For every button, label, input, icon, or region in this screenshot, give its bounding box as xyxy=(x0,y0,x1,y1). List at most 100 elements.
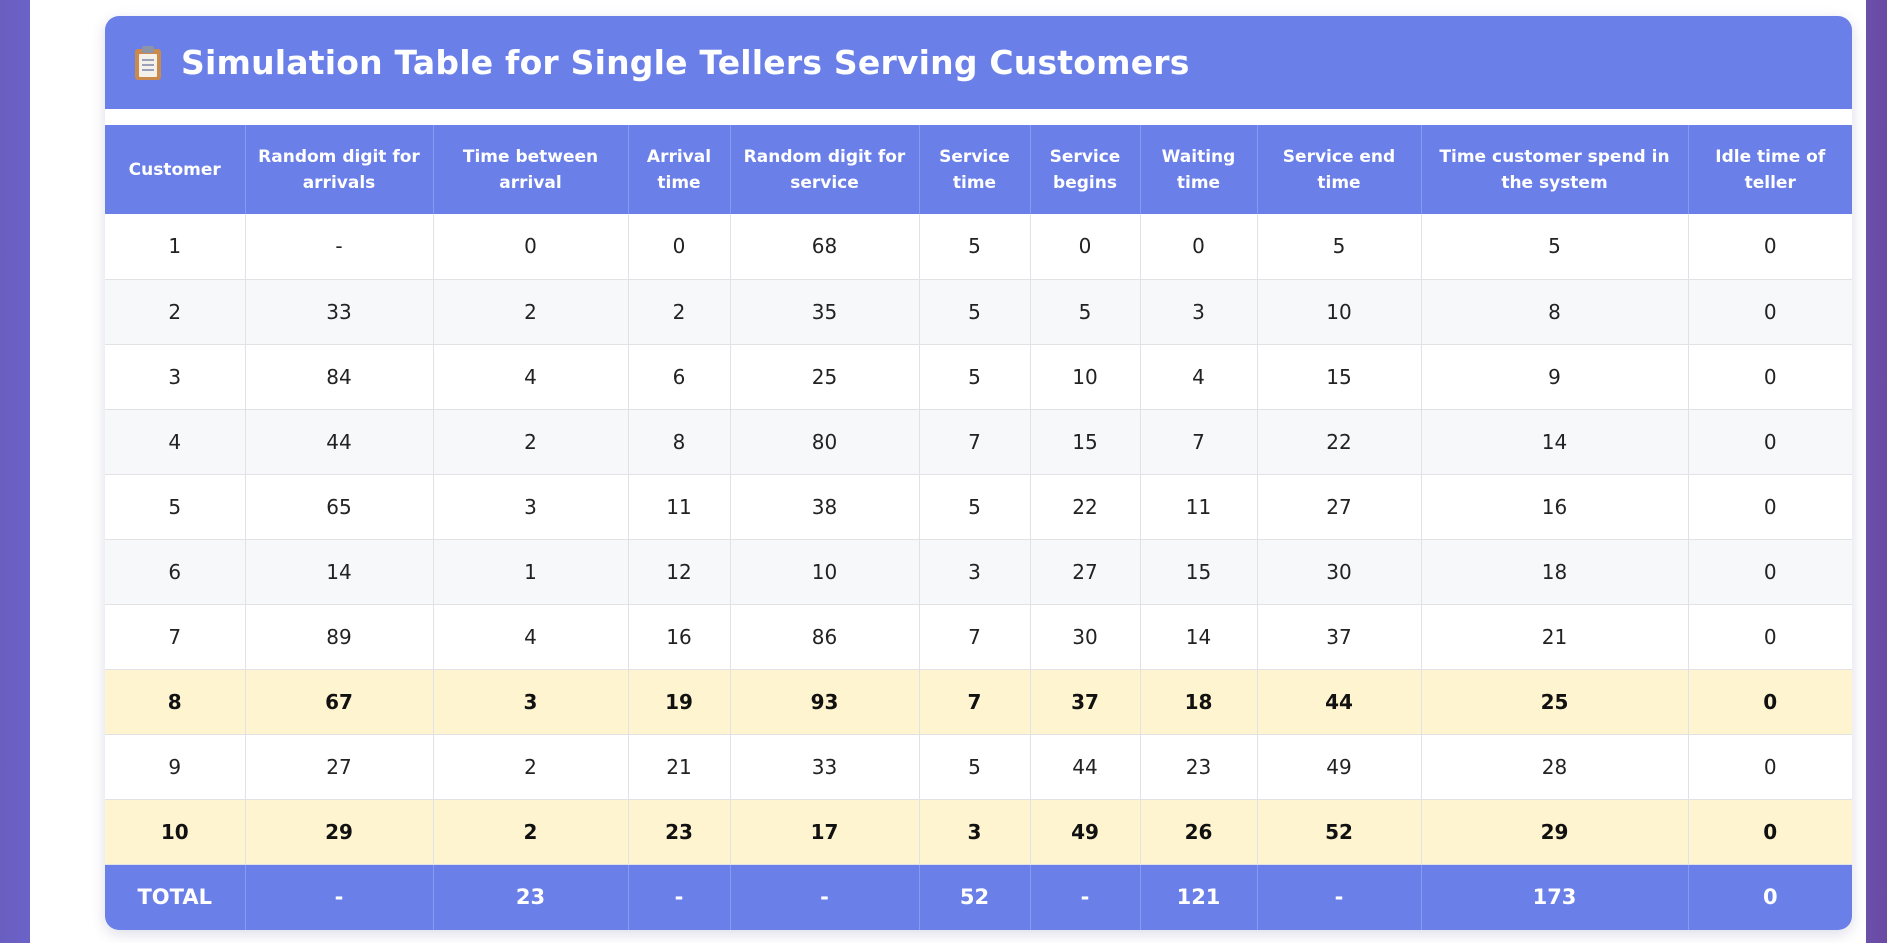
page-title: Simulation Table for Single Tellers Serv… xyxy=(181,43,1190,82)
table-header-row: Customer Random digit for arrivals Time be… xyxy=(105,125,1852,214)
table-cell: 4 xyxy=(432,344,628,410)
table-cell: 0 xyxy=(1687,669,1852,735)
header-divider xyxy=(105,109,1852,125)
table-cell: 0 xyxy=(1687,214,1852,280)
table-cell: 80 xyxy=(729,409,919,475)
table-cell: 35 xyxy=(729,279,919,345)
table-cell: 0 xyxy=(1687,734,1852,800)
table-cell: 6 xyxy=(627,344,730,410)
column-header: Service end time xyxy=(1256,125,1421,214)
table-cell: 26 xyxy=(1139,799,1257,865)
total-cell: 0 xyxy=(1687,864,1852,930)
table-cell: 18 xyxy=(1139,669,1257,735)
table-cell: 25 xyxy=(1420,669,1688,735)
table-cell: 2 xyxy=(432,799,628,865)
table-row: 1-0 0 68 5 0 0 5 5 0 xyxy=(105,214,1852,280)
column-header: Service time xyxy=(918,125,1030,214)
table-cell: 30 xyxy=(1256,539,1421,605)
table-cell: 19 xyxy=(627,669,730,735)
total-cell: 52 xyxy=(918,864,1030,930)
table-cell: 2 xyxy=(627,279,730,345)
table-cell: 18 xyxy=(1420,539,1688,605)
table-cell: 3 xyxy=(432,669,628,735)
table-cell: 21 xyxy=(1420,604,1688,670)
column-header: Random digit for service xyxy=(729,125,919,214)
table-row: 10 29 2 23 17 3 49 26 52 29 0 xyxy=(105,799,1852,865)
table-cell: 84 xyxy=(244,344,433,410)
table-cell: 2 xyxy=(105,279,245,345)
table-cell: 37 xyxy=(1256,604,1421,670)
table-cell: 8 xyxy=(105,669,245,735)
table-cell: 15 xyxy=(1139,539,1257,605)
table-row: 3 84 4 6 25 5 10 4 15 9 0 xyxy=(105,344,1852,410)
total-cell: 23 xyxy=(432,864,628,930)
table-cell: 10 xyxy=(1029,344,1140,410)
table-cell: 0 xyxy=(1687,474,1852,540)
column-header: Service begins xyxy=(1029,125,1140,214)
total-cell: 173 xyxy=(1420,864,1688,930)
table-cell: 3 xyxy=(918,799,1030,865)
table-cell: 15 xyxy=(1256,344,1421,410)
table-header: Customer Random digit for arrivals Time be… xyxy=(105,125,1852,214)
page-background: Simulation Table for Single Tellers Serv… xyxy=(30,0,1866,943)
column-header: Time customer spend in the system xyxy=(1420,125,1688,214)
table-row: 2 33 2 2 35 5 5 3 10 8 0 xyxy=(105,279,1852,345)
table-row: 9 27 2 21 33 5 44 23 49 28 0 xyxy=(105,734,1852,800)
table-cell: 0 xyxy=(432,214,628,280)
table-cell: 7 xyxy=(105,604,245,670)
table-cell: 16 xyxy=(1420,474,1688,540)
column-header: Customer xyxy=(105,125,245,214)
table-cell: 44 xyxy=(1256,669,1421,735)
table-cell: 14 xyxy=(244,539,433,605)
table-cell: 7 xyxy=(918,604,1030,670)
table-cell: 17 xyxy=(729,799,919,865)
table-cell: 2 xyxy=(432,734,628,800)
table-row: 6 14 1 12 10 3 27 15 30 18 0 xyxy=(105,539,1852,605)
table-cell: 27 xyxy=(1256,474,1421,540)
card-header: Simulation Table for Single Tellers Serv… xyxy=(105,16,1852,109)
table-cell: 10 xyxy=(1256,279,1421,345)
table-cell: 0 xyxy=(1687,279,1852,345)
table-cell: 27 xyxy=(1029,539,1140,605)
table-row: 7 89 4 16 86 7 30 14 37 21 0 xyxy=(105,604,1852,670)
table-cell: 23 xyxy=(1139,734,1257,800)
table-total-row: TOTAL -23- -52-121-173 0 xyxy=(105,864,1852,930)
column-header: Random digit for arrivals xyxy=(244,125,433,214)
table-cell: 4 xyxy=(1139,344,1257,410)
table-cell: 68 xyxy=(729,214,919,280)
table-body: 1-0 0 68 5 0 0 5 5 0 2 33 2 2 35 5 5 3 10 8 0 3 84 4 6 25 5 10 4 15 9… xyxy=(105,214,1852,930)
table-cell: 5 xyxy=(918,279,1030,345)
table-cell: 49 xyxy=(1256,734,1421,800)
table-cell: 33 xyxy=(244,279,433,345)
table-cell: 3 xyxy=(105,344,245,410)
table-cell: 33 xyxy=(729,734,919,800)
table-cell: 15 xyxy=(1029,409,1140,475)
table-cell: 5 xyxy=(918,734,1030,800)
table-cell: 27 xyxy=(244,734,433,800)
table-cell: 52 xyxy=(1256,799,1421,865)
table-cell: 7 xyxy=(918,669,1030,735)
table-row: 8 67 3 19 93 7 37 18 44 25 0 xyxy=(105,669,1852,735)
table-cell: 0 xyxy=(1687,409,1852,475)
table-cell: 16 xyxy=(627,604,730,670)
table-cell: 12 xyxy=(627,539,730,605)
total-cell: - xyxy=(1256,864,1421,930)
table-cell: 9 xyxy=(1420,344,1688,410)
table-cell: 38 xyxy=(729,474,919,540)
table-cell: 30 xyxy=(1029,604,1140,670)
table-cell: 4 xyxy=(105,409,245,475)
table-cell: 5 xyxy=(918,344,1030,410)
table-cell: 49 xyxy=(1029,799,1140,865)
total-cell: - xyxy=(627,864,730,930)
total-cell: 121 xyxy=(1139,864,1257,930)
table-cell: - xyxy=(244,214,433,280)
column-header: Idle time of teller xyxy=(1687,125,1852,214)
table-cell: 0 xyxy=(1687,344,1852,410)
table-cell: 5 xyxy=(1420,214,1688,280)
table-cell: 25 xyxy=(729,344,919,410)
table-cell: 2 xyxy=(432,409,628,475)
table-cell: 21 xyxy=(627,734,730,800)
table-cell: 1 xyxy=(105,214,245,280)
table-cell: 5 xyxy=(918,214,1030,280)
table-cell: 44 xyxy=(244,409,433,475)
